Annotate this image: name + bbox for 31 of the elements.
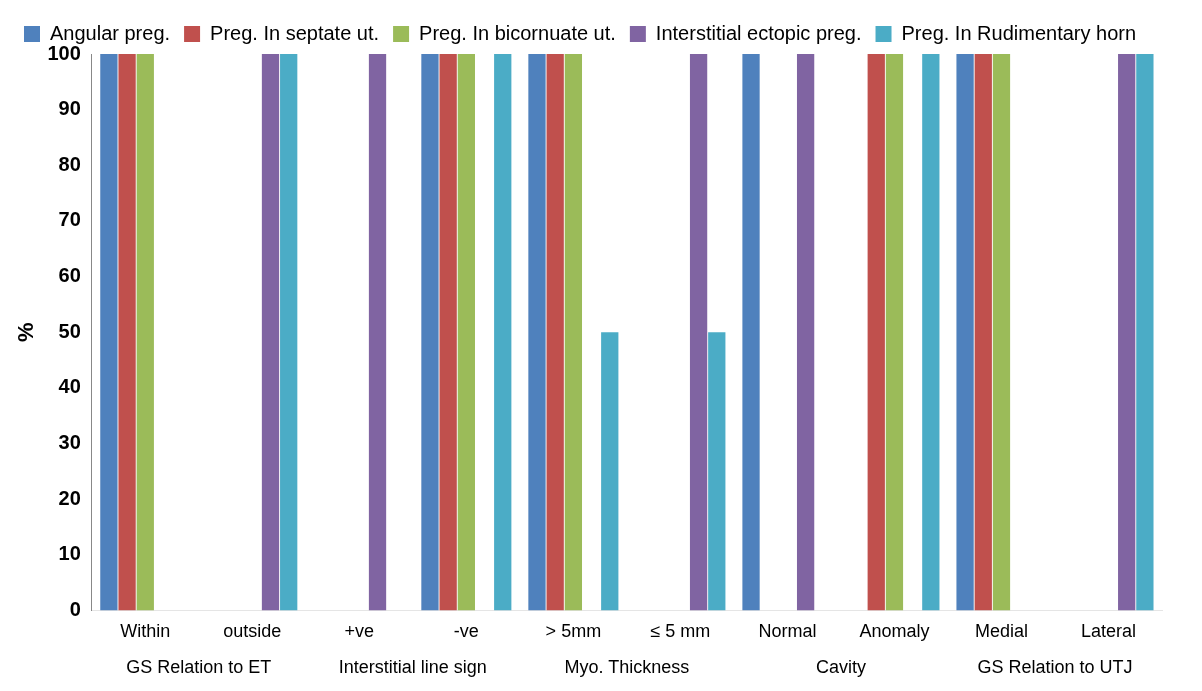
legend-label: Interstitial ectopic preg. [655, 21, 862, 44]
x-tick-label: +ve [344, 621, 375, 642]
x-tick-label: -ve [453, 621, 479, 642]
legend-label: Angular preg. [50, 21, 171, 44]
text: GS Relation to ET [126, 656, 272, 677]
y-axis-title: % [13, 322, 39, 342]
x-tick-label: Anomaly [859, 621, 930, 642]
legend-label: Preg. In Rudimentary horn [901, 21, 1137, 44]
y-tick-label: 90 [58, 97, 81, 120]
x-tick-label: Medial [974, 621, 1028, 642]
text: Cavity [815, 656, 866, 677]
y-tick-label: 70 [58, 208, 81, 231]
text: Interstitial line sign [338, 656, 487, 677]
text: Myo. Thickness [564, 656, 690, 677]
y-tick-label: 0 [69, 597, 81, 620]
x-tick-label: Within [120, 621, 171, 642]
y-tick-label: 30 [58, 431, 81, 453]
y-tick-label: 60 [58, 264, 81, 287]
text: GS Relation to UTJ [977, 656, 1133, 677]
x-tick-label: Normal [758, 621, 817, 642]
y-tick-label: 50 [58, 319, 81, 342]
y-tick-label: 40 [58, 375, 81, 398]
x-tick-label: > 5mm [545, 621, 602, 642]
y-tick-label: 10 [58, 542, 81, 565]
legend-label: Preg. In septate ut. [210, 21, 380, 44]
legend-label: Preg. In bicornuate ut. [419, 21, 616, 44]
y-tick-label: 80 [58, 152, 81, 175]
x-tick-label: outside [223, 621, 282, 642]
x-tick-label: Lateral [1080, 621, 1137, 642]
x-tick-label: ≤ 5 mm [650, 621, 711, 642]
y-tick-label: 20 [58, 486, 81, 509]
